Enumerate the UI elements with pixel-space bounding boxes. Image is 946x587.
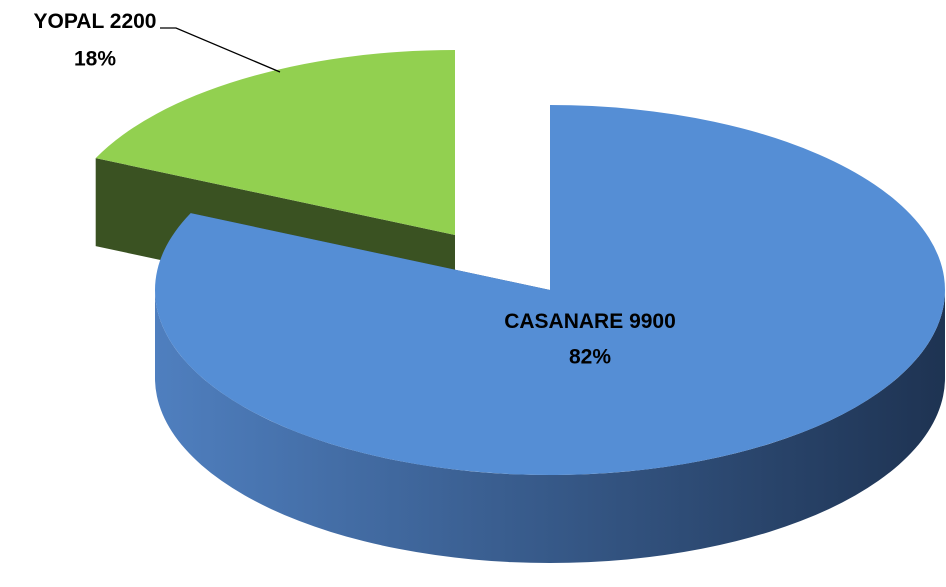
slice-top <box>155 105 946 475</box>
slice-side <box>155 290 945 563</box>
value-label: 9900 <box>629 310 676 333</box>
data-label: YOPAL 2200 <box>34 10 157 33</box>
slice-top <box>95 50 455 235</box>
percent-label: 82% <box>569 346 611 369</box>
percent-label: 18% <box>74 48 116 71</box>
category-label: YOPAL <box>34 10 105 33</box>
slice <box>155 105 946 563</box>
category-label: CASANARE <box>504 310 623 333</box>
value-label: 2200 <box>110 10 157 33</box>
leader-line <box>160 27 281 73</box>
pie <box>95 50 946 563</box>
data-label: CASANARE 9900 <box>504 310 676 333</box>
